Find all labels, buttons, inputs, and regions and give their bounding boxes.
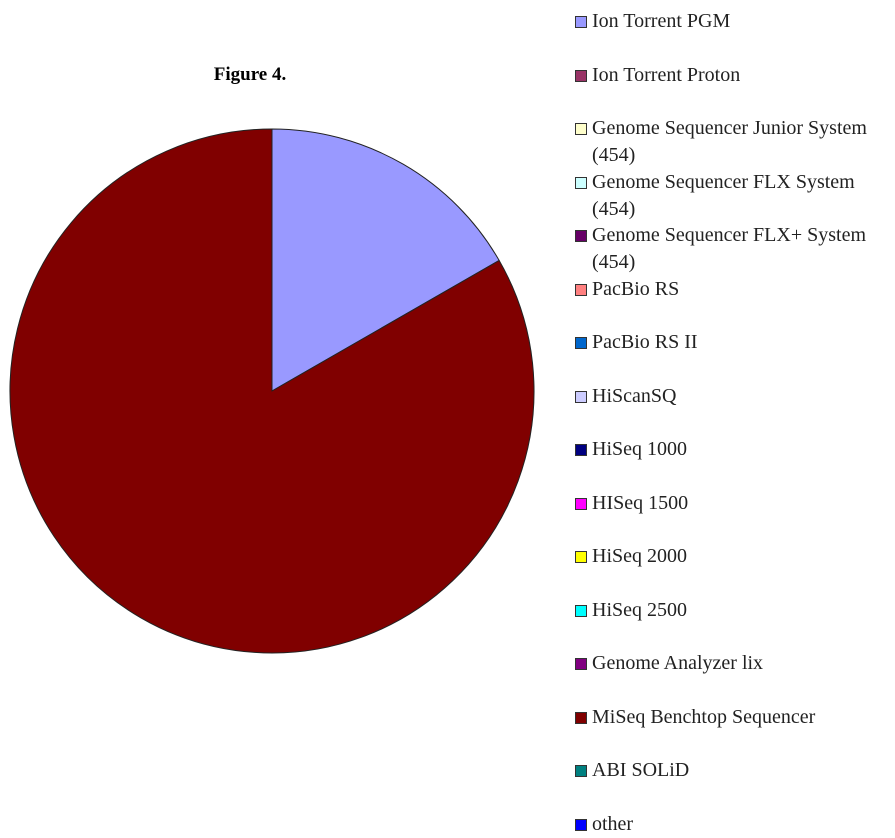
legend-swatch [575,176,587,189]
chart: Figure 4. [9,64,535,654]
legend-item: HiScanSQ [572,383,894,410]
legend-swatch [575,765,587,777]
legend-item: Genome Analyzer lix [572,650,894,677]
legend-item: HiSeq 1000 [572,436,894,463]
legend-item: PacBio RS II [572,329,894,356]
legend-swatch [575,337,587,349]
legend-label: HiSeq 2000 [592,545,687,567]
pie-slice [9,128,535,654]
pie-slice [271,128,500,392]
legend-item: MiSeq Benchtop Sequencer [572,704,894,731]
legend-item: Genome Sequencer Junior System (454) [572,115,894,169]
legend-item: Ion Torrent PGM [572,8,894,35]
legend-label: Genome Sequencer Junior System (454) [592,117,867,166]
legend-swatch [575,390,587,403]
legend-item: HiSeq 2500 [572,597,894,624]
legend-item: PacBio RS [572,276,894,303]
legend-swatch [575,230,587,242]
legend-swatch [575,658,587,670]
legend-swatch [575,604,587,617]
legend-item: Genome Sequencer FLX+ System (454) [572,222,894,276]
legend-label: Genome Analyzer lix [592,652,764,674]
legend-swatch [575,16,587,28]
legend-item: HISeq 1500 [572,490,894,517]
legend-label: Ion Torrent Proton [592,63,741,86]
legend-swatch [575,123,587,135]
legend-label: ABI SOLiD [592,759,690,781]
legend-label: Genome Sequencer FLX System (454) [592,170,855,220]
legend-swatch [575,551,587,563]
legend-item: Genome Sequencer FLX System (454) [572,169,894,223]
legend-swatch [575,283,587,296]
legend-swatch [575,818,587,831]
legend-label: HiScanSQ [592,384,677,407]
chart-title: Figure 4. [214,64,286,85]
legend-item: HiSeq 2000 [572,543,894,570]
legend-label: other [592,812,634,835]
legend-label: HISeq 1500 [592,491,689,514]
legend-swatch [575,444,587,456]
legend-swatch [575,497,587,510]
legend-label: MiSeq Benchtop Sequencer [592,705,816,728]
legend-label: HiSeq 2500 [592,598,687,621]
legend-label: HiSeq 1000 [592,438,687,460]
legend-label: PacBio RS [592,277,680,300]
legend-item: other [572,811,894,838]
legend-item: ABI SOLiD [572,757,894,784]
legend-label: Genome Sequencer FLX+ System (454) [592,224,867,273]
legend-swatch [575,69,587,82]
legend-swatch [575,711,587,724]
legend-item: Ion Torrent Proton [572,62,894,89]
legend-label: Ion Torrent PGM [592,10,731,32]
legend-label: PacBio RS II [592,331,698,353]
